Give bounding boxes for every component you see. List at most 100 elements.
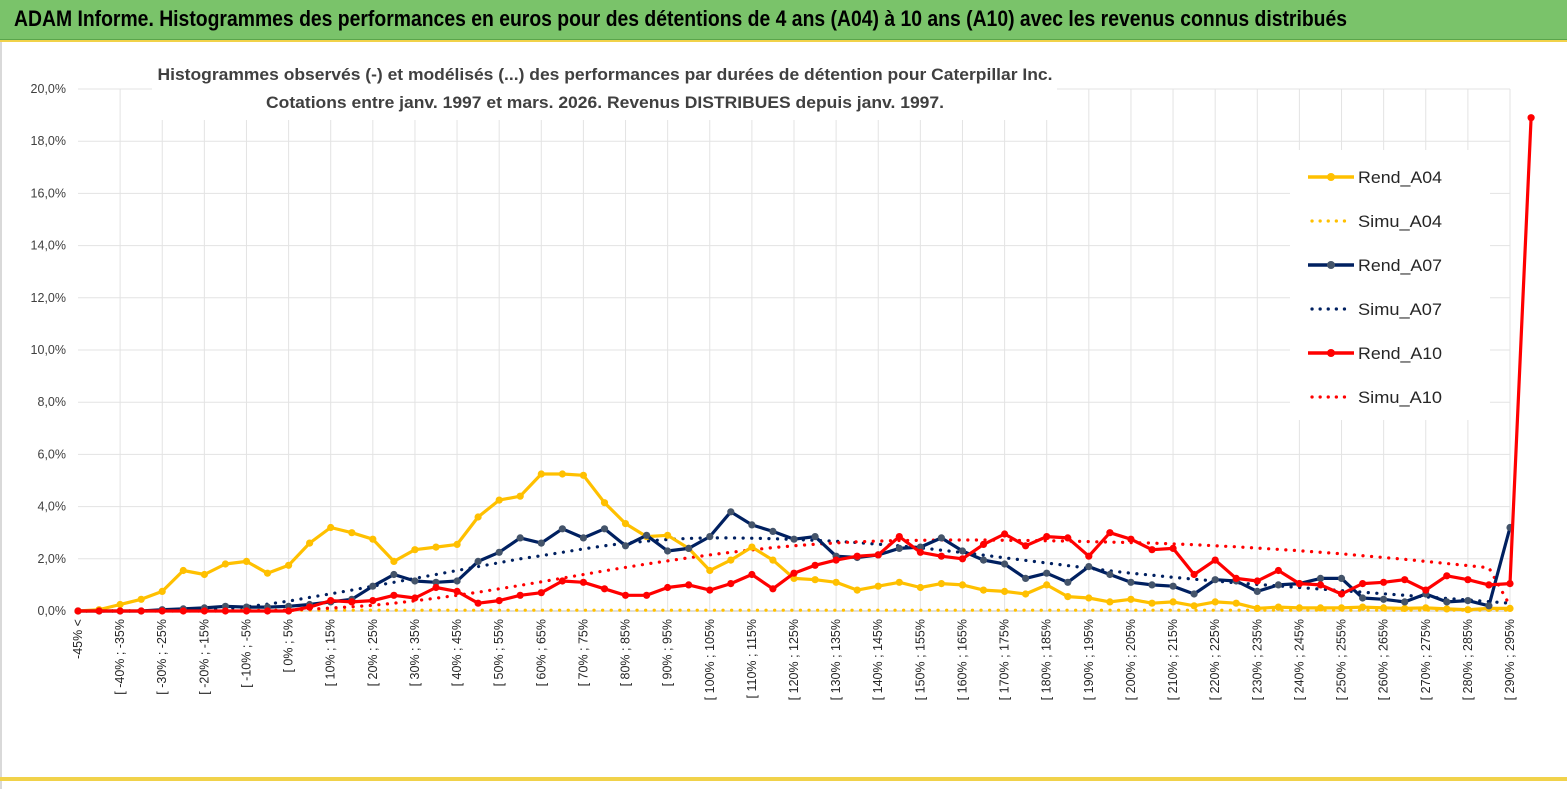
data-point-rend_a10 — [369, 597, 377, 605]
data-point-rend_a10 — [874, 551, 882, 559]
data-point-rend_a10 — [285, 607, 293, 615]
x-tick-label: [ 130% ; 135% — [829, 619, 843, 700]
data-point-rend_a04 — [979, 586, 988, 594]
data-point-rend_a10 — [1274, 566, 1282, 575]
data-point-rend_a04 — [516, 492, 524, 500]
data-point-rend_a10 — [495, 597, 503, 605]
y-tick-label: 4,0% — [38, 500, 67, 514]
data-point-rend_a04 — [158, 587, 166, 596]
legend-marker — [1327, 173, 1335, 181]
data-point-rend_a04 — [179, 566, 187, 575]
data-point-rend_a07 — [811, 533, 819, 541]
x-tick-label: [ 50% ; 55% — [492, 619, 506, 686]
x-tick-label: [ 260% ; 265% — [1377, 619, 1391, 700]
data-point-rend_a10 — [1316, 581, 1325, 589]
report-banner: ADAM Informe. Histogrammes des performan… — [0, 0, 1567, 40]
data-point-rend_a07 — [1464, 597, 1472, 605]
data-point-rend_a04 — [1043, 581, 1051, 589]
data-point-rend_a10 — [1022, 542, 1030, 550]
data-point-rend_a07 — [1190, 590, 1198, 598]
data-point-rend_a04 — [390, 557, 398, 566]
data-point-rend_a07 — [643, 531, 651, 539]
series-line-rend_a10 — [78, 117, 1533, 613]
data-point-rend_a10 — [1359, 580, 1367, 588]
data-point-rend_a07 — [1274, 581, 1282, 589]
data-point-rend_a10 — [1527, 114, 1535, 122]
data-point-rend_a04 — [1106, 598, 1114, 606]
data-point-rend_a10 — [137, 607, 145, 615]
chart-title-line-1: Histogrammes observés (-) et modélisés (… — [158, 65, 1053, 84]
y-tick-label: 16,0% — [31, 186, 66, 200]
data-point-rend_a07 — [958, 547, 967, 555]
data-point-rend_a04 — [748, 543, 756, 551]
data-point-rend_a10 — [916, 548, 925, 556]
data-point-rend_a04 — [727, 556, 735, 564]
x-tick-label: [ -30% ; -25% — [155, 619, 169, 695]
data-point-rend_a04 — [285, 561, 293, 569]
data-point-rend_a10 — [1106, 529, 1114, 537]
data-point-rend_a07 — [937, 534, 946, 542]
data-point-rend_a10 — [579, 578, 588, 586]
x-tick-label: [ -40% ; -35% — [113, 619, 127, 695]
data-point-rend_a07 — [1359, 594, 1367, 602]
data-point-rend_a04 — [558, 470, 567, 478]
data-point-rend_a10 — [937, 552, 946, 560]
data-point-rend_a07 — [474, 557, 482, 566]
data-point-rend_a04 — [579, 471, 588, 479]
data-point-rend_a04 — [706, 566, 714, 575]
x-tick-label: [ 90% ; 95% — [661, 619, 675, 686]
data-point-rend_a04 — [1232, 599, 1240, 607]
data-point-rend_a07 — [369, 582, 377, 590]
legend-label-rend_a07: Rend_A07 — [1358, 256, 1442, 275]
y-axis-ticks: 0,0% 2,0% 4,0% 6,0% 8,0% 10,0% 12,0% 14,0% 16,0%… — [31, 82, 66, 618]
x-tick-label: [ 230% ; 235% — [1250, 619, 1264, 700]
data-point-rend_a10 — [1190, 570, 1198, 579]
data-point-rend_a10 — [306, 603, 314, 611]
data-point-rend_a10 — [1380, 578, 1388, 586]
x-tick-label: [ 200% ; 205% — [1124, 619, 1138, 700]
data-point-rend_a07 — [1443, 598, 1451, 606]
data-point-rend_a10 — [1001, 530, 1009, 538]
data-point-rend_a04 — [895, 578, 903, 586]
data-point-rend_a04 — [137, 595, 145, 603]
data-point-rend_a04 — [1001, 587, 1009, 596]
x-tick-label: [ 20% ; 25% — [366, 619, 380, 686]
data-point-rend_a07 — [979, 556, 988, 564]
chart-title-line-2: Cotations entre janv. 1997 et mars. 2026… — [266, 93, 944, 112]
data-point-rend_a07 — [1148, 581, 1156, 589]
data-point-rend_a04 — [790, 574, 798, 583]
data-point-rend_a04 — [221, 560, 229, 568]
legend-marker — [1327, 261, 1335, 269]
data-point-rend_a04 — [958, 581, 967, 589]
x-tick-label: [ 110% ; 115% — [745, 619, 759, 698]
data-point-rend_a04 — [664, 531, 672, 539]
data-point-rend_a07 — [769, 527, 777, 536]
legend-label-simu_a10: Simu_A10 — [1358, 388, 1442, 407]
data-point-rend_a04 — [1295, 604, 1303, 612]
legend-marker — [1327, 349, 1335, 357]
x-tick-label: [ 190% ; 195% — [1082, 619, 1096, 700]
data-point-rend_a10 — [979, 540, 988, 549]
data-point-rend_a10 — [958, 555, 967, 563]
data-point-rend_a10 — [600, 585, 609, 593]
data-point-rend_a04 — [1274, 603, 1282, 611]
data-point-rend_a04 — [1169, 598, 1177, 606]
data-point-rend_a10 — [769, 585, 777, 593]
data-point-rend_a10 — [748, 570, 756, 579]
legend-label-rend_a10: Rend_A10 — [1358, 344, 1442, 363]
data-point-rend_a10 — [1295, 580, 1303, 588]
y-tick-label: 18,0% — [31, 134, 66, 148]
x-tick-label: -45% < — [71, 619, 85, 659]
data-point-rend_a04 — [1422, 604, 1430, 612]
x-tick-label: [ 170% ; 175% — [998, 619, 1012, 700]
data-point-rend_a10 — [327, 597, 335, 605]
x-tick-label: [ 70% ; 75% — [576, 619, 590, 686]
data-point-rend_a10 — [158, 607, 166, 615]
data-point-rend_a10 — [1401, 576, 1409, 584]
data-point-rend_a07 — [727, 508, 735, 516]
frame-edge-top — [0, 40, 1567, 42]
data-point-rend_a07 — [916, 543, 925, 551]
y-tick-label: 12,0% — [31, 291, 66, 305]
data-point-rend_a07 — [706, 533, 714, 541]
x-tick-label: [ -10% ; -5% — [239, 619, 253, 688]
